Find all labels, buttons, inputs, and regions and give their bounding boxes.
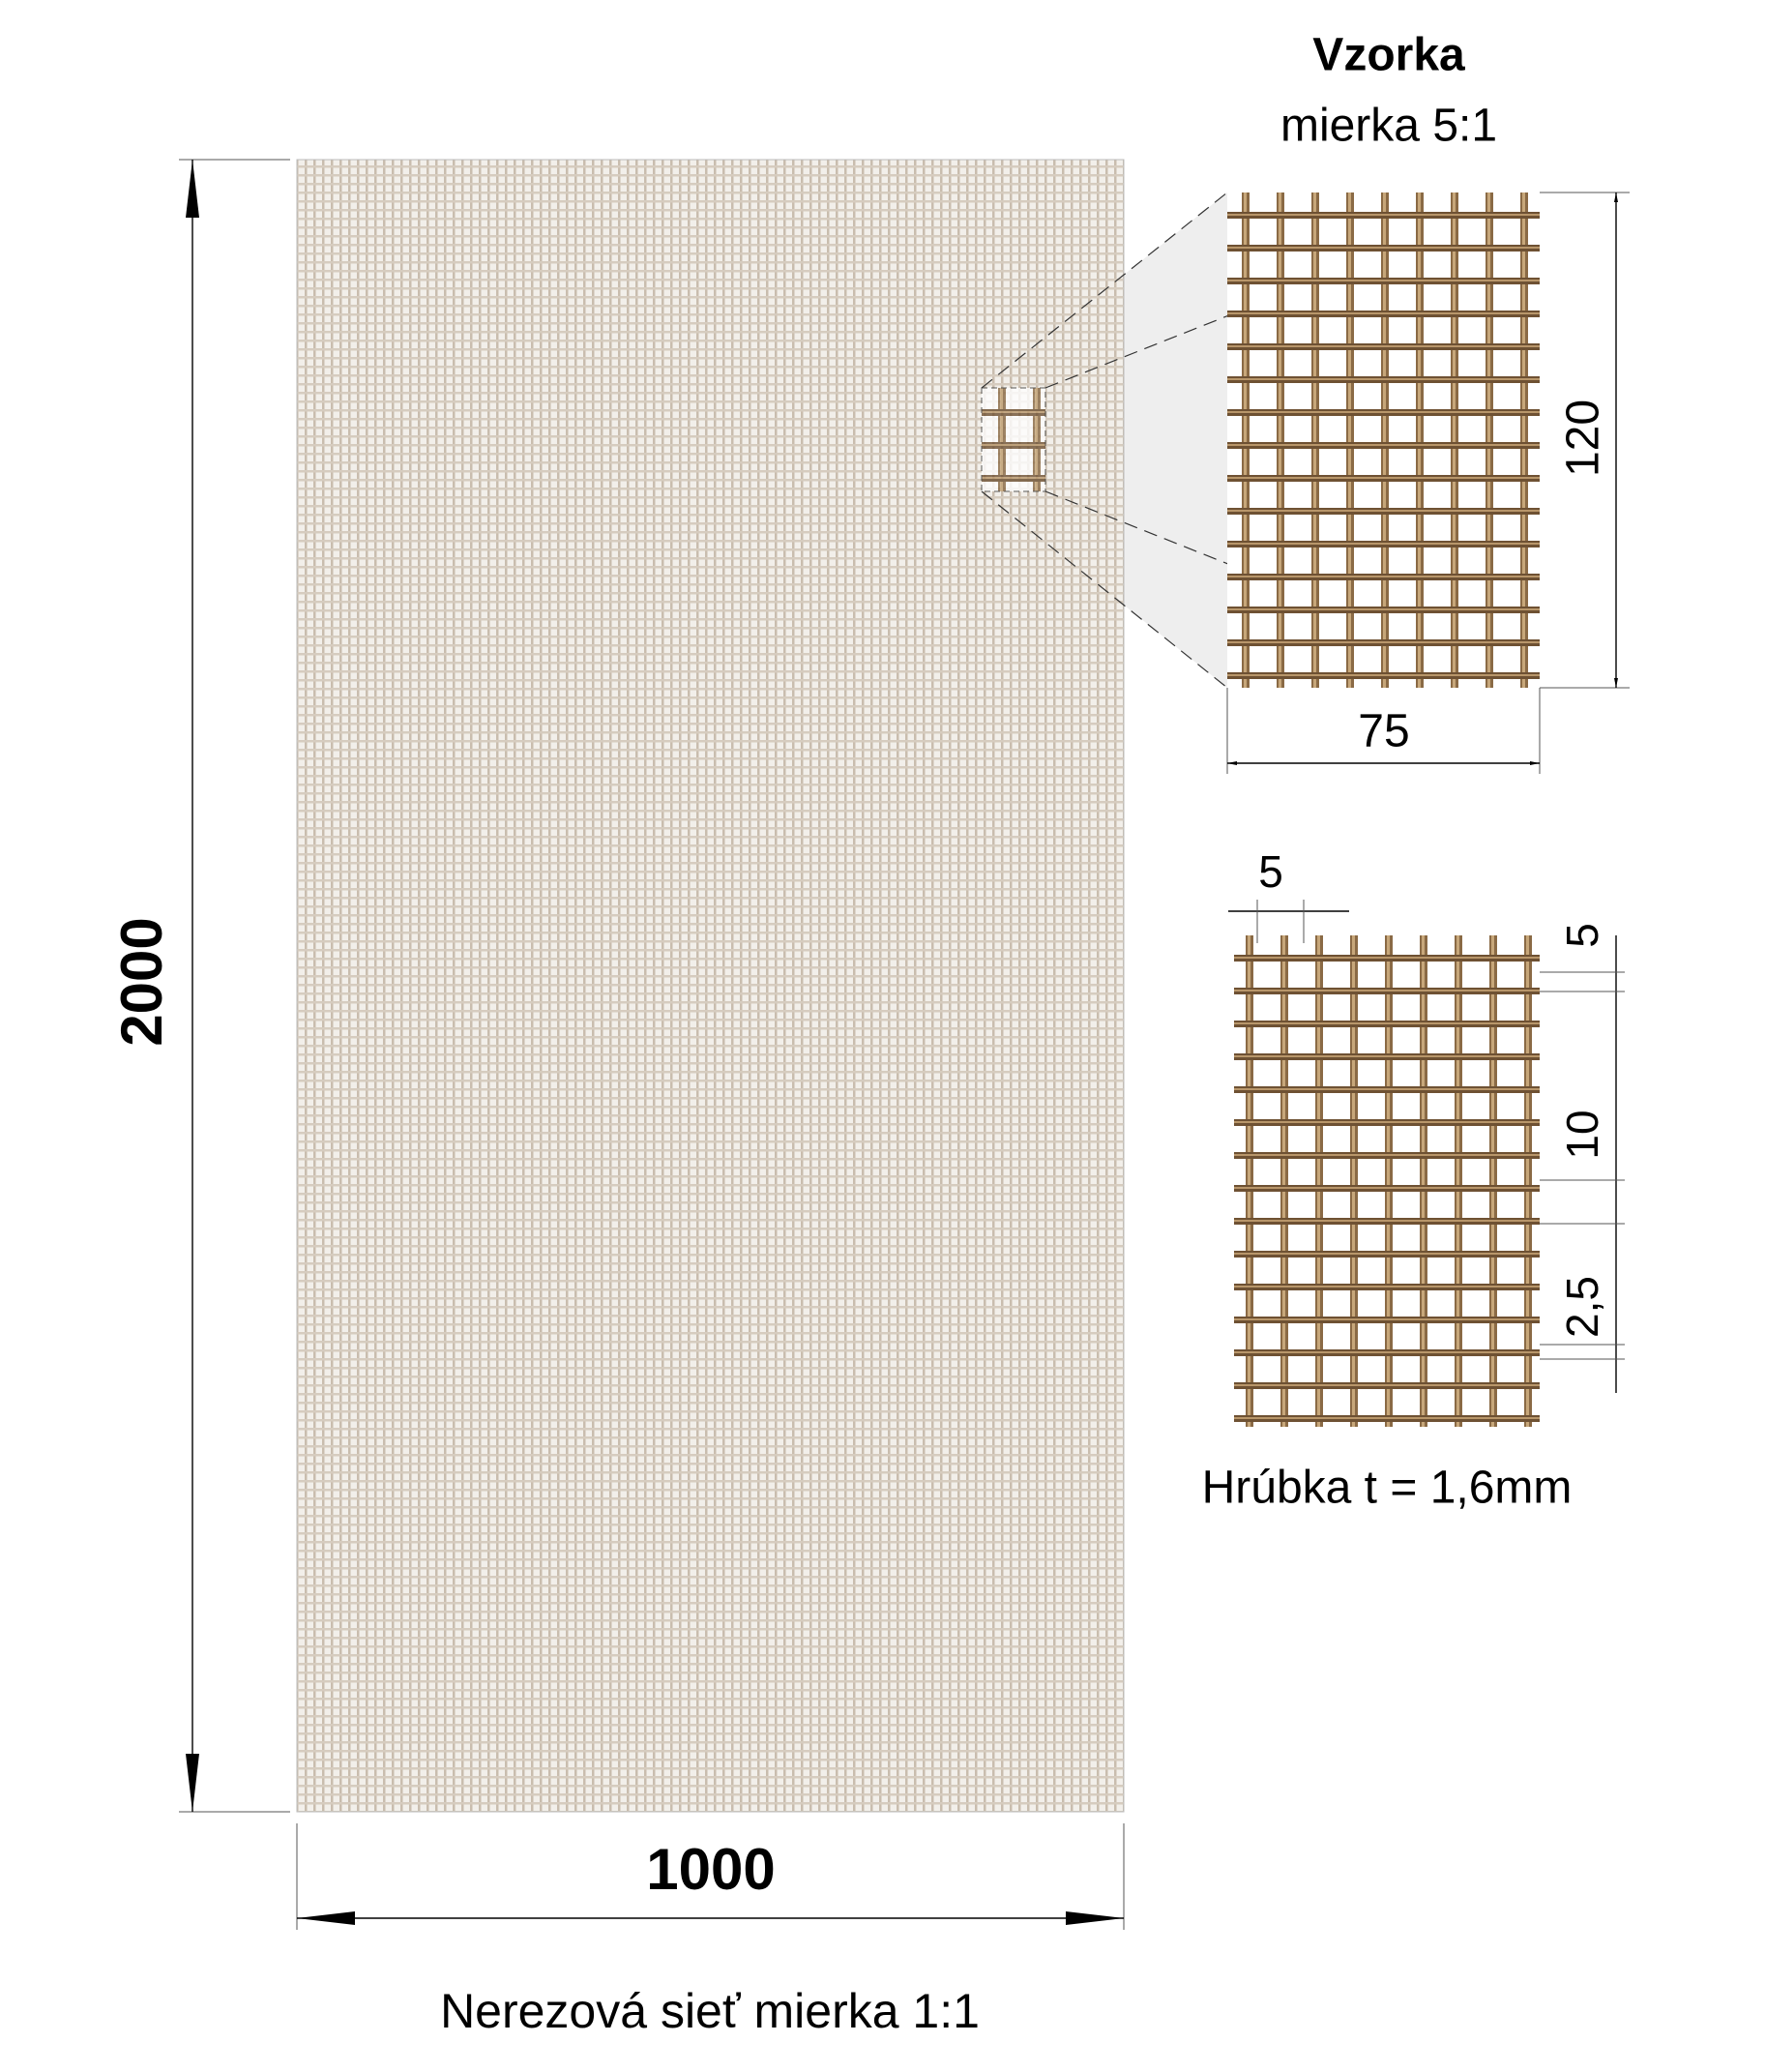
width-label: 1000 (646, 1837, 775, 1902)
sample-mesh (1227, 192, 1540, 688)
thickness-note: Hrúbka t = 1,6mm (1202, 1463, 1573, 1514)
height-label: 2000 (109, 917, 174, 1046)
sample-width-label: 75 (1358, 706, 1409, 757)
scale-note: mierka 5:1 (1280, 101, 1497, 152)
zoom-region (981, 387, 1046, 492)
title: Vzorka (1312, 30, 1465, 81)
spacing-x-label: 5 (1258, 846, 1283, 897)
sample-width-dimension: 75 (1226, 688, 1541, 774)
height-dimension: 2000 (109, 159, 290, 1813)
gap-label: 10 (1557, 1110, 1607, 1159)
spacing-top-label: 5 (1557, 923, 1607, 948)
panel-caption: Nerezová sieť mierka 1:1 (440, 1984, 980, 2038)
detail-dimensions: 5 5 10 2,5 (1228, 846, 1625, 1393)
width-dimension: 1000 (296, 1823, 1125, 1930)
sample-height-dimension: 120 (1540, 192, 1630, 689)
detail-mesh (1234, 935, 1540, 1427)
sample-height-label: 120 (1558, 400, 1609, 477)
wire-width-label: 2,5 (1557, 1276, 1607, 1338)
